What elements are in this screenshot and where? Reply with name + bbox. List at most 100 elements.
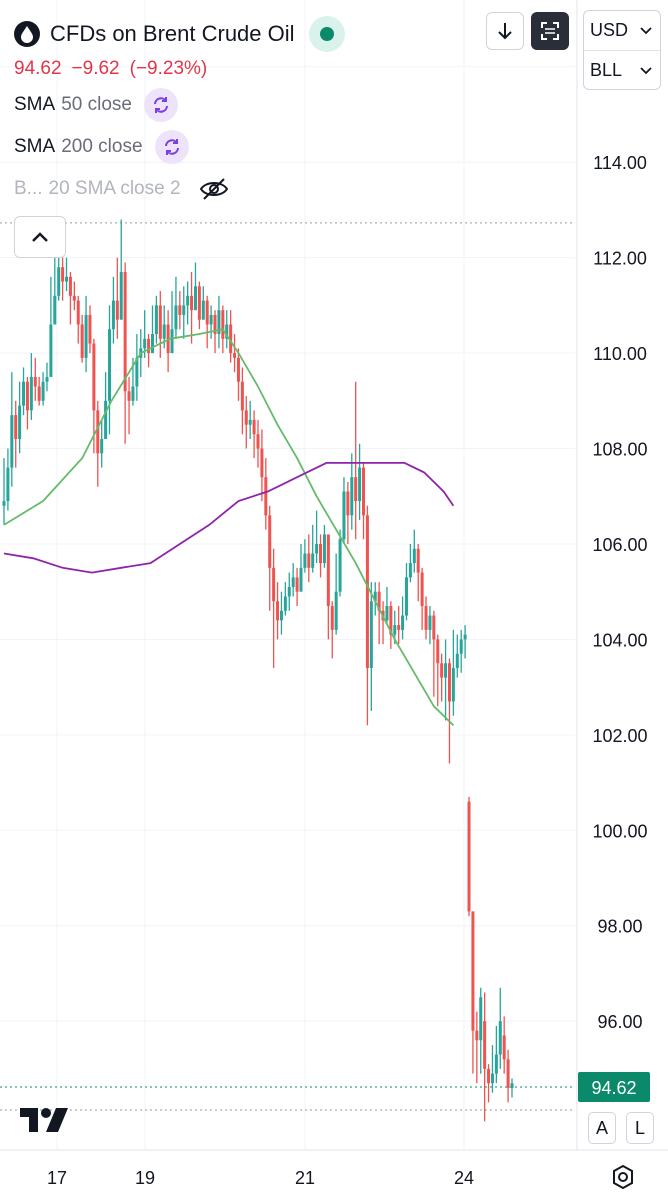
candle-body: [447, 663, 451, 702]
sma-lines: [3, 328, 455, 726]
fullscreen-button[interactable]: [531, 12, 569, 50]
refresh-icon[interactable]: [143, 88, 178, 122]
y-tick-label: 102.00: [592, 726, 647, 746]
candle-body: [88, 314, 92, 344]
candle-body: [475, 1030, 479, 1041]
currency-select[interactable]: USD: [584, 11, 660, 50]
candle-body: [225, 324, 229, 339]
candle-body: [57, 267, 61, 296]
unit-select[interactable]: BLL: [584, 51, 660, 90]
y-tick-label: 112.00: [593, 249, 647, 269]
candle-body: [404, 577, 408, 616]
candle-body: [459, 639, 463, 654]
candle-body: [14, 415, 18, 440]
y-tick-label: 100.00: [592, 821, 647, 841]
arrow-down-icon: [498, 23, 512, 40]
price-summary: 94.62 −9.62 (−9.23%): [14, 58, 217, 80]
candle-body: [25, 381, 29, 411]
candle-body: [440, 663, 444, 678]
candle-body: [350, 477, 354, 516]
candle-body: [362, 467, 366, 516]
candle-body: [311, 553, 315, 568]
indicator-args: 200 close: [61, 136, 143, 157]
market-status-icon[interactable]: [308, 16, 345, 52]
symbol-title[interactable]: CFDs on Brent Crude Oil: [50, 21, 295, 46]
log-scale-button[interactable]: L: [626, 1112, 654, 1144]
indicator-name: SMA: [14, 136, 56, 157]
candle-body: [221, 310, 225, 339]
candle-body: [322, 534, 326, 564]
candle-body: [233, 353, 237, 358]
symbol-header: CFDs on Brent Crude Oil: [14, 14, 345, 54]
tradingview-logo: [18, 1104, 70, 1139]
candle-body: [483, 1021, 487, 1069]
refresh-icon[interactable]: [154, 130, 189, 164]
candle-body: [178, 305, 182, 315]
indicator-name: SMA: [14, 94, 56, 115]
scale-selector[interactable]: USD BLL: [583, 10, 661, 90]
candle-body: [424, 606, 428, 630]
candle-body: [358, 467, 362, 502]
candle-body: [303, 553, 307, 568]
candle-body: [84, 314, 88, 358]
y-tick-label: 114.00: [593, 153, 647, 173]
candle-body: [131, 386, 135, 401]
candle-body: [338, 539, 342, 592]
candle-body: [436, 639, 440, 664]
y-tick-label: 96.00: [597, 1012, 642, 1032]
candle-body: [92, 343, 96, 411]
y-axis: 116.00114.00112.00110.00108.00106.00104.…: [592, 58, 647, 1032]
candle-body: [29, 376, 33, 411]
download-button[interactable]: [486, 12, 524, 50]
y-tick-label: 98.00: [597, 917, 642, 937]
candle-body: [68, 276, 72, 296]
candle-body: [119, 271, 123, 320]
candle-body: [268, 515, 272, 568]
candle-body: [49, 324, 53, 377]
candle-body: [150, 334, 154, 354]
candle-body: [279, 610, 283, 621]
candle-body: [240, 381, 244, 411]
candle-body: [319, 543, 323, 564]
currency-label: USD: [590, 20, 629, 40]
candle-body: [10, 415, 14, 468]
candle-body: [190, 295, 194, 311]
candle-body: [283, 596, 287, 611]
sma-200-line: [3, 462, 455, 574]
x-tick-label: 24: [454, 1168, 474, 1188]
x-tick-label: 17: [47, 1168, 67, 1188]
candle-body: [342, 491, 346, 540]
candle-body: [471, 911, 475, 1031]
candle-body: [123, 271, 127, 392]
candle-body: [494, 1054, 498, 1074]
indicator-sma-50[interactable]: SMA 50 close: [14, 87, 178, 123]
candle-body: [158, 305, 162, 339]
candle-body: [365, 515, 369, 669]
candle-body: [154, 305, 158, 335]
settings-icon[interactable]: [610, 1164, 636, 1195]
eye-off-icon[interactable]: [197, 172, 231, 206]
candle-body: [276, 601, 280, 621]
candle-body: [264, 477, 268, 516]
candle-body: [143, 338, 147, 349]
candle-body: [291, 577, 295, 587]
candle-body: [80, 324, 84, 358]
auto-scale-button[interactable]: A: [588, 1112, 616, 1144]
candle-body: [498, 1021, 502, 1055]
y-tick-label: 110.00: [593, 344, 647, 364]
y-tick-label: 108.00: [592, 440, 647, 460]
sma-50-line: [3, 328, 455, 726]
candle-body: [22, 381, 26, 406]
indicator-bollinger[interactable]: B... 20 SMA close 2: [14, 171, 231, 207]
candle-body: [490, 1073, 494, 1084]
collapse-legend-button[interactable]: [14, 216, 66, 258]
candle-body: [397, 625, 401, 630]
candle-body: [373, 591, 377, 602]
chevron-up-icon: [32, 232, 48, 242]
candle-body: [229, 324, 233, 354]
candle-body: [108, 329, 112, 401]
candle-body: [182, 305, 186, 315]
x-axis: 17 19 21 24: [47, 1168, 474, 1188]
indicator-sma-200[interactable]: SMA 200 close: [14, 129, 189, 165]
